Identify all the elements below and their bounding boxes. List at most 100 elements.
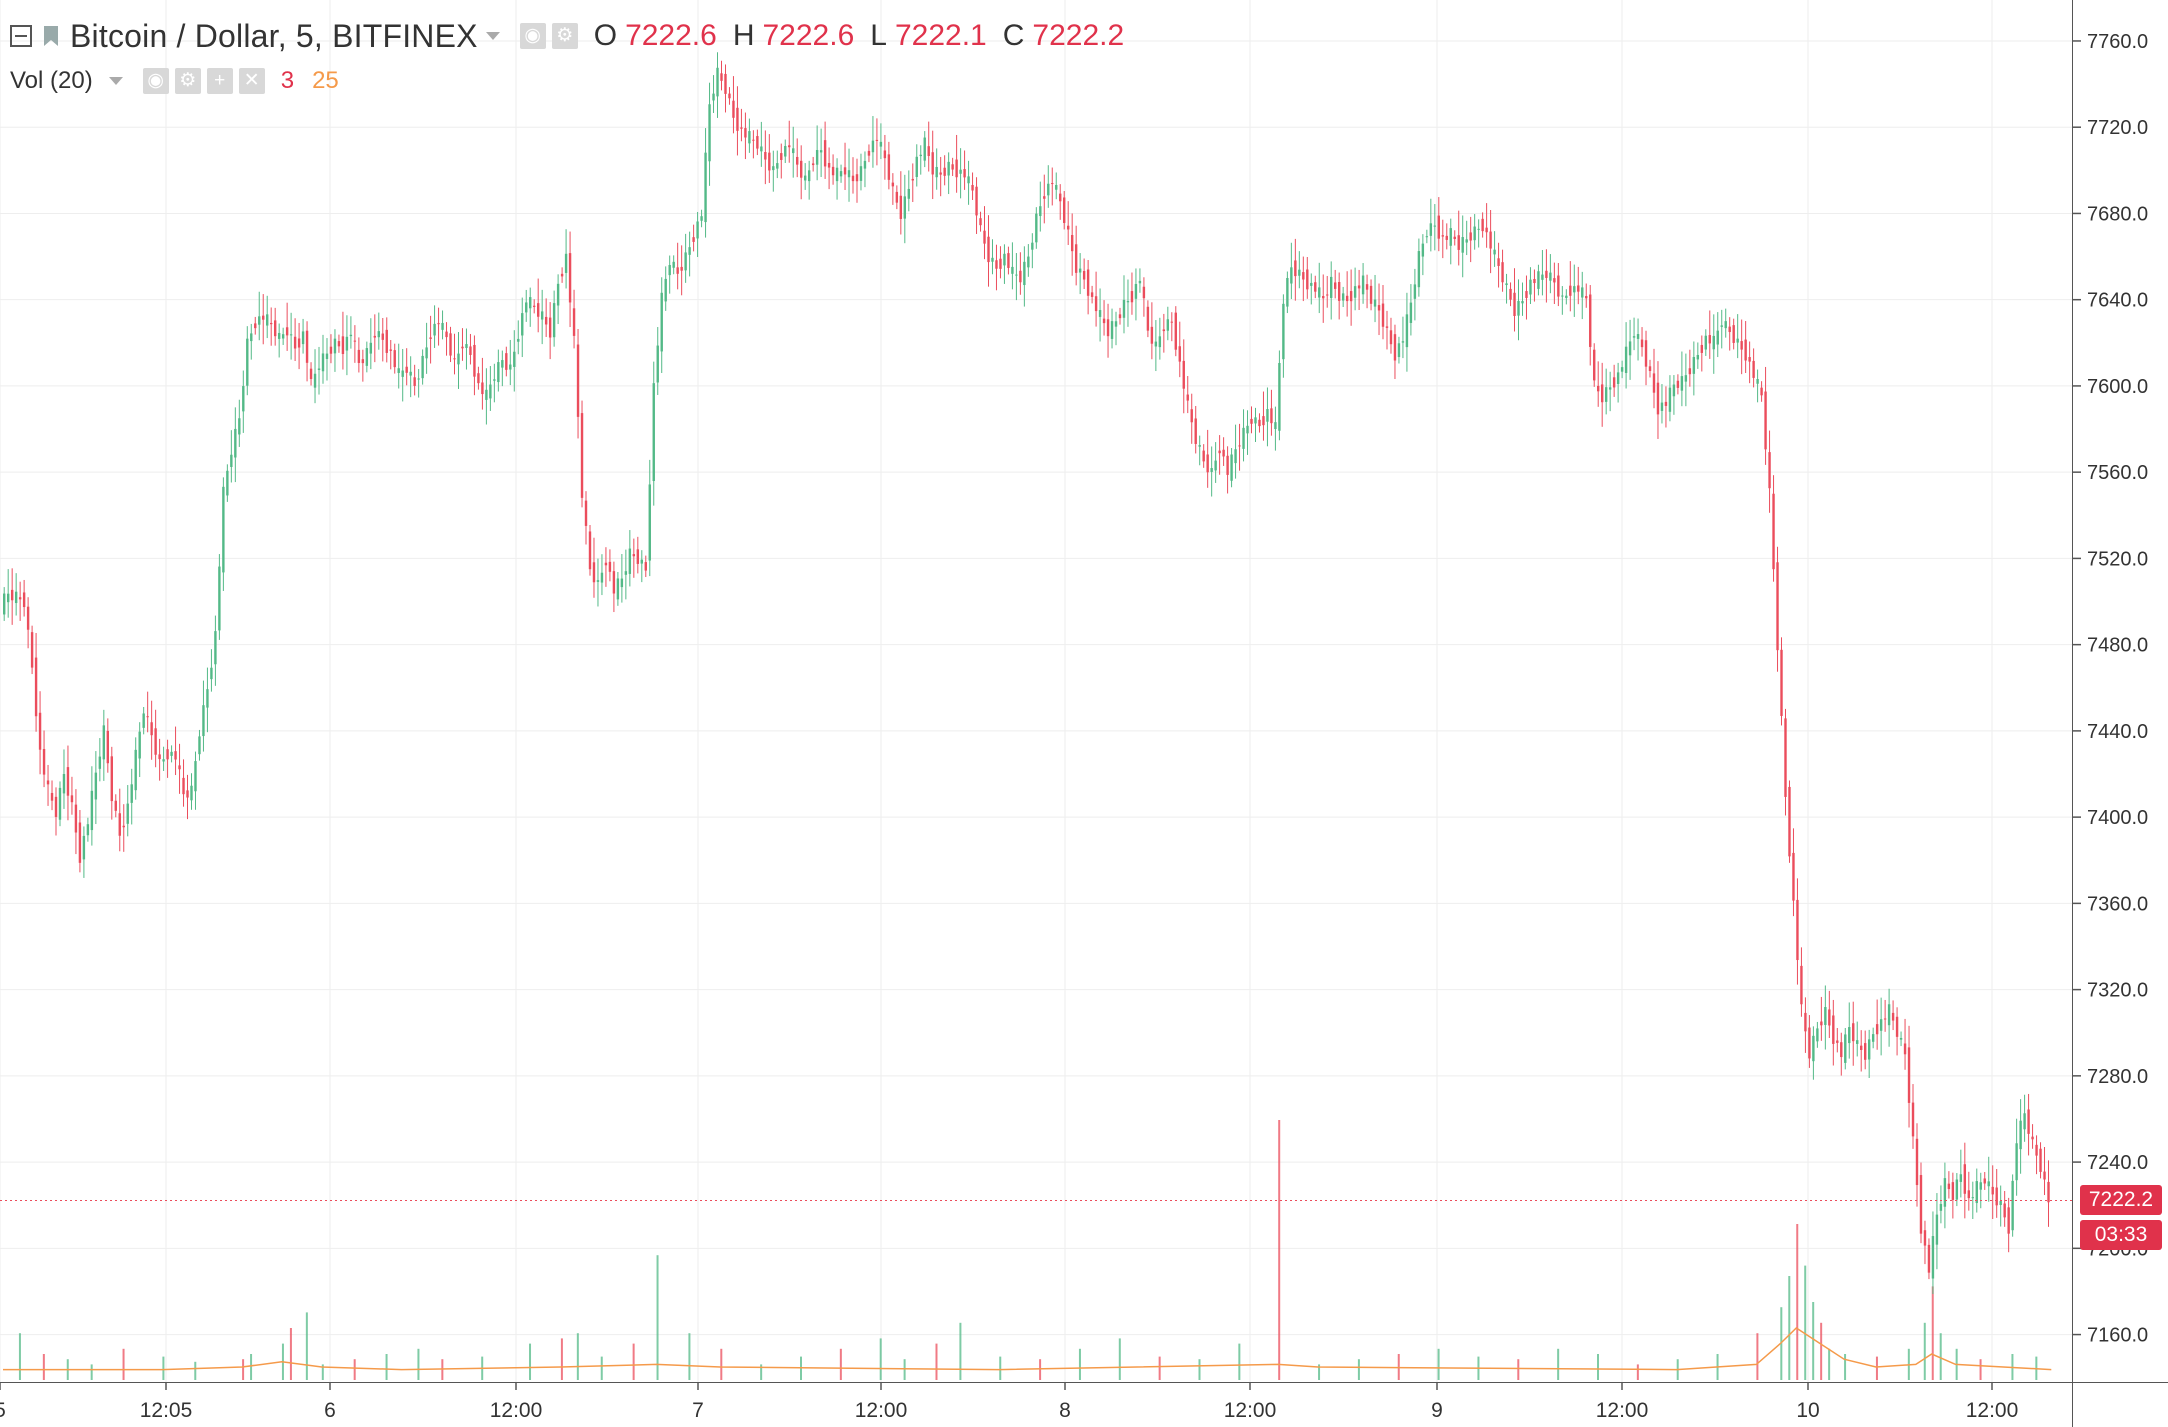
candle-body [676,267,679,274]
chevron-down-icon[interactable] [485,32,500,40]
candle-body [433,323,436,336]
candle-body [1975,1181,1978,1204]
symbol-title[interactable]: Bitcoin / Dollar, 5, BITFINEX [70,17,478,54]
candle-body [1620,367,1624,372]
candle-body [1589,294,1592,347]
candle-body [1569,285,1572,296]
price-tick-label: 7600.0 [2087,376,2148,398]
candle-body [1844,1034,1847,1063]
volume-bar [1039,1359,1042,1380]
candle-body [1541,274,1544,280]
candle-body [178,765,181,770]
candle-body [1473,226,1476,241]
time-tick-label: 10 [1796,1399,1819,1422]
candle-body [1274,422,1277,430]
candle-body [1429,223,1433,236]
candle-body [1955,1179,1959,1200]
candle-body [174,751,177,760]
candle-body [198,736,201,755]
candle-body [1110,321,1114,339]
candle-body [668,265,671,276]
candle-body [1712,335,1715,350]
candle-body [863,160,867,169]
volume-bar [1357,1359,1360,1380]
volume-bar [1636,1364,1639,1380]
candle-body [1453,236,1456,240]
candle-body [1166,319,1170,331]
candle-body [1780,649,1783,716]
candle-body [576,344,580,417]
time-tick-label: 8 [1059,1399,1071,1422]
candle-body [1513,292,1516,316]
eye-icon[interactable]: ◉ [519,23,546,49]
candle-body [1381,303,1385,327]
candle-body [1290,267,1293,284]
candle-body [1106,319,1110,337]
candle-body [1102,318,1106,324]
candle-body [859,166,863,181]
candle-body [453,358,456,360]
candle-body [1808,1027,1811,1059]
candle-body [1840,1042,1843,1058]
candle-body [182,777,185,795]
plus-icon[interactable]: + [206,68,233,94]
flag-icon[interactable] [44,26,58,46]
candle-body [461,346,464,349]
volume-bar [305,1312,308,1380]
volume-title[interactable]: Vol (20) [10,67,93,94]
candle-body [588,531,592,570]
time-scale[interactable]: 5 12:05 6 12:00 7 12:00 8 12:00 9 12:00 10 12:00 [0,1382,2072,1427]
candle-body [1393,334,1397,361]
candle-body [1736,338,1739,343]
candle-body [728,93,731,99]
candle-body [1090,292,1094,297]
chevron-down-icon[interactable] [108,77,123,85]
price-chart[interactable] [0,0,2072,1382]
candle-body [341,336,345,355]
eye-icon[interactable]: ◉ [142,68,169,94]
volume-bar [1078,1348,1081,1380]
candle-body [1660,402,1664,411]
candle-body [1262,416,1265,426]
candle-body [118,813,121,836]
candle-body [1489,231,1492,249]
candle-body [533,305,536,307]
candle-body [1788,786,1791,857]
volume-bar [90,1364,93,1380]
chart-area[interactable]: Bitcoin / Dollar, 5, BITFINEX ◉ ⚙ O 7222… [0,0,2072,1382]
candle-body [1887,1004,1891,1026]
candle-body [1931,1236,1935,1279]
candle-body [1047,183,1050,196]
candle-body [648,484,651,561]
candle-body [1939,1203,1943,1211]
candle-body [1421,243,1425,257]
candle-body [923,137,926,161]
candle-body [572,308,576,336]
candle-body [2019,1120,2022,1150]
candle-body [887,154,891,180]
collapse-icon[interactable] [10,25,32,47]
close-icon[interactable]: ✕ [238,68,265,94]
candle-body [114,800,117,811]
candle-body [1122,299,1126,318]
candle-body [190,785,193,801]
gear-icon[interactable]: ⚙ [174,68,201,94]
candle-body [130,784,133,803]
candle-body [1951,1182,1955,1200]
candle-body [1676,380,1680,388]
candle-body [1082,271,1086,280]
gear-icon[interactable]: ⚙ [551,23,578,49]
candle-body [1644,340,1648,367]
candle-body [1593,349,1596,381]
candle-body [1337,282,1341,301]
candle-body [1668,387,1672,412]
candle-body [1860,1045,1863,1050]
candle-body [389,349,392,351]
candle-body [1684,375,1688,382]
price-scale[interactable]: 7760.0 7720.0 7680.0 7640.0 7600.0 7560.0 7520… [2072,0,2168,1382]
candle-body [1011,266,1014,274]
volume-bar [42,1354,45,1380]
candle-body [1333,282,1337,289]
candle-body [34,657,38,717]
candle-body [544,316,548,325]
